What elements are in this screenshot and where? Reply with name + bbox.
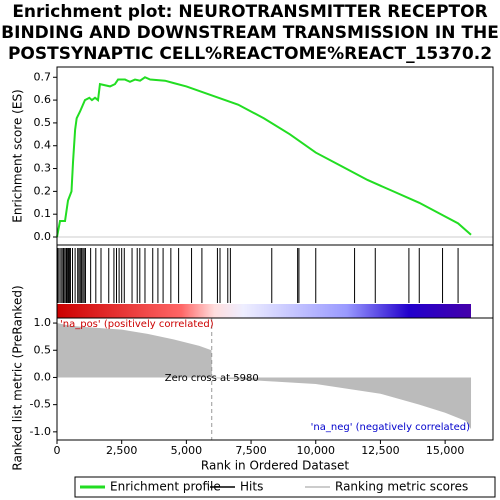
color-bar [57, 304, 471, 318]
y-tick-label: -1.0 [30, 425, 51, 438]
y-tick-label: 0.5 [34, 343, 52, 356]
x-tick-label: 2,500 [106, 444, 138, 457]
legend-label: Enrichment profile [110, 480, 221, 494]
metric-area [57, 323, 472, 430]
y-tick-label: 0.1 [34, 207, 52, 220]
panel-frame [56, 66, 494, 246]
x-tick-label: 15,000 [426, 444, 465, 457]
legend-label: Hits [240, 480, 263, 494]
x-tick-label: 7,500 [235, 444, 267, 457]
y-axis-label: Ranked list metric (PreRanked) [11, 285, 25, 470]
x-axis-label: Rank in Ordered Dataset [201, 459, 349, 473]
y-tick-label: 0.4 [34, 139, 52, 152]
annotation: 'na_neg' (negatively correlated) [311, 422, 470, 433]
y-tick-label: 0.5 [34, 116, 52, 129]
y-axis-label: Enrichment score (ES) [11, 89, 25, 222]
x-tick-label: 5,000 [171, 444, 203, 457]
y-tick-label: 0.3 [34, 162, 52, 175]
y-tick-label: 1.0 [34, 316, 52, 329]
chart-title: POSTSYNAPTIC CELL%REACTOME%REACT_15370.2 [8, 44, 492, 64]
y-tick-label: -0.5 [30, 398, 51, 411]
y-tick-label: 0.2 [34, 184, 52, 197]
panel-frame [56, 317, 494, 441]
legend [74, 476, 496, 498]
x-tick-label: 12,500 [361, 444, 400, 457]
x-tick-label: 0 [54, 444, 61, 457]
chart-title: Enrichment plot: NEUROTRANSMITTER RECEPT… [12, 2, 487, 22]
annotation: Zero cross at 5980 [165, 373, 259, 384]
legend-label: Ranking metric scores [335, 480, 468, 494]
y-tick-label: 0.7 [34, 70, 52, 83]
x-tick-label: 10,000 [297, 444, 336, 457]
annotation: 'na_pos' (positively correlated) [60, 319, 214, 330]
es-line [56, 76, 472, 238]
y-tick-label: 0.0 [34, 370, 52, 383]
chart-title: BINDING AND DOWNSTREAM TRANSMISSION IN T… [1, 23, 499, 43]
y-tick-label: 0.6 [34, 93, 52, 106]
y-tick-label: 0.0 [34, 230, 52, 243]
